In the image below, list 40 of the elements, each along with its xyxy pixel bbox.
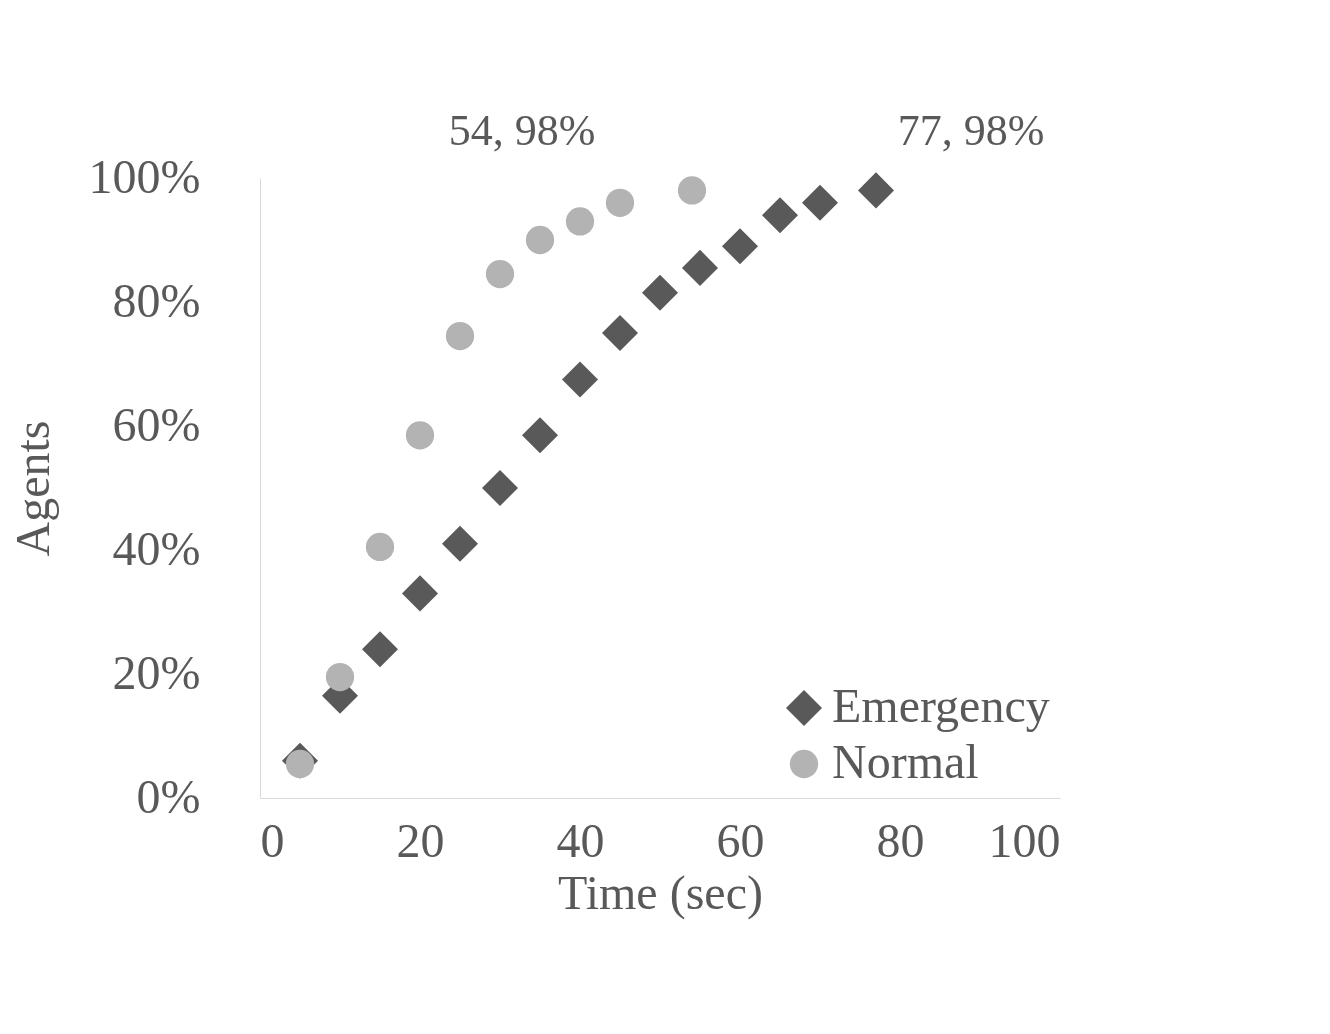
y-tick-label: 20%	[112, 645, 201, 699]
x-tick-label: 0	[260, 813, 285, 867]
legend-label: Normal	[832, 735, 979, 788]
point	[485, 259, 515, 289]
point	[801, 184, 839, 221]
x-tick-label: 100	[988, 813, 1061, 867]
x-tick-label: 40	[556, 813, 605, 867]
point	[325, 662, 355, 692]
y-axis-title: Agents	[5, 420, 59, 557]
point	[677, 176, 707, 205]
point	[601, 314, 639, 352]
annotation: 77, 98%	[897, 106, 1045, 156]
point	[445, 321, 475, 351]
legend-label: Emergency	[832, 679, 1050, 732]
x-axis-title: Time (sec)	[558, 865, 763, 920]
point	[565, 207, 595, 236]
point	[401, 575, 439, 612]
point	[681, 249, 719, 286]
x-tick-label: 20	[396, 813, 445, 867]
point	[365, 532, 395, 562]
x-tick-label: 60	[716, 813, 765, 867]
point	[441, 525, 479, 562]
y-tick-label: 100%	[88, 149, 201, 203]
y-tick-label: 80%	[112, 273, 201, 327]
y-tick-label: 0%	[136, 769, 201, 823]
annotation: 54, 98%	[448, 106, 596, 156]
y-tick-label: 40%	[112, 521, 201, 575]
point	[561, 361, 599, 398]
y-tick-label: 60%	[112, 397, 201, 451]
point	[481, 469, 519, 507]
point	[521, 417, 559, 454]
point	[641, 274, 679, 311]
point	[605, 188, 635, 217]
point	[761, 197, 799, 234]
x-tick-label: 80	[876, 813, 925, 867]
point	[525, 225, 555, 255]
point	[405, 421, 435, 450]
point	[361, 631, 399, 668]
point	[721, 228, 759, 265]
point	[857, 172, 895, 209]
